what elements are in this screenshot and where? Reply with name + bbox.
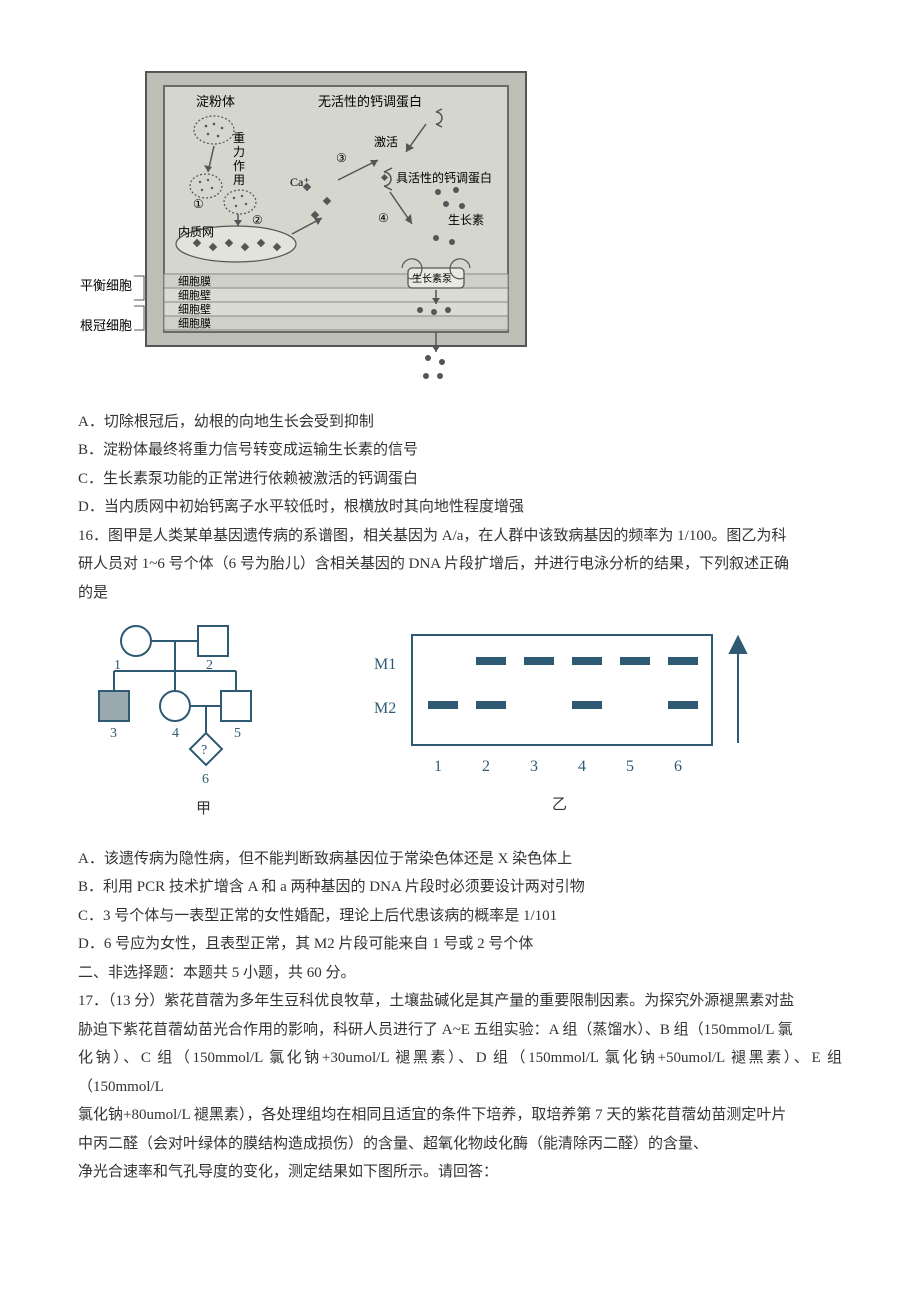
q16-option-b: B．利用 PCR 技术扩增含 A 和 a 两种基因的 DNA 片段时必须要设计两…	[78, 873, 842, 902]
ped-5: 5	[234, 726, 241, 741]
q17-l2: 胁迫下紫花苜蓿幼苗光合作用的影响，科研人员进行了 A~E 五组实验：A 组（蒸馏…	[78, 1016, 842, 1045]
q16-option-c: C．3 号个体与一表型正常的女性婚配，理论上后代患该病的概率是 1/101	[78, 902, 842, 931]
q16-options: A．该遗传病为隐性病，但不能判断致病基因位于常染色体还是 X 染色体上 B．利用…	[78, 845, 842, 959]
q16-option-d: D．6 号应为女性，且表型正常，其 M2 片段可能来自 1 号或 2 号个体	[78, 930, 842, 959]
pump-label: 生长素泵	[412, 272, 452, 285]
q15-option-c: C．生长素泵功能的正常进行依赖被激活的钙调蛋白	[78, 465, 842, 494]
lane-6: 6	[674, 758, 682, 775]
ped-3: 3	[110, 726, 117, 741]
root-cap-cell-label: 根冠细胞	[80, 318, 132, 333]
q15-option-b: B．淀粉体最终将重力信号转变成运输生长素的信号	[78, 436, 842, 465]
er-label: 内质网	[178, 225, 214, 239]
lane-3: 3	[530, 758, 538, 775]
q16-stem-l3: 的是	[78, 579, 842, 608]
starch-body-label: 淀粉体	[196, 94, 235, 109]
activate-label: 激活	[374, 135, 398, 149]
ca-label: Ca⁺	[290, 175, 310, 189]
q16-stem: 16．图甲是人类某单基因遗传病的系谱图，相关基因为 A/a，在人群中该致病基因的…	[78, 522, 842, 608]
membrane-label-1: 细胞膜	[178, 275, 211, 288]
gel-band	[668, 701, 698, 709]
lane-1: 1	[434, 758, 442, 775]
q16-figure: ? 1 2 3 4 5 6 甲 M1 M2	[78, 613, 842, 839]
ped-6: 6	[202, 772, 209, 787]
q17-l4: 氯化钠+80umol/L 褪黑素），各处理组均在相同且适宜的条件下培养，取培养第…	[78, 1101, 842, 1130]
wall-label-2: 细胞壁	[178, 302, 211, 316]
q15-option-a: A．切除根冠后，幼根的向地生长会受到抑制	[78, 408, 842, 437]
lane-4: 4	[578, 758, 586, 775]
pedigree-svg: ? 1 2 3 4 5 6 甲	[78, 613, 328, 828]
section-ii-line: 二、非选择题：本题共 5 小题，共 60 分。	[78, 959, 842, 988]
circled-1: ①	[193, 197, 204, 211]
membrane-label-2: 细胞膜	[178, 317, 211, 330]
q15-option-d: D．当内质网中初始钙离子水平较低时，根横放时其向地性程度增强	[78, 493, 842, 522]
q15-svg: 平衡细胞 根冠细胞 细胞膜 细胞壁 细胞壁 细胞膜 淀粉体 无活性的钙调蛋白 重…	[78, 64, 538, 389]
pedigree-caption: 甲	[196, 801, 211, 817]
gravity-label-l3: 作	[233, 159, 245, 173]
q16-stem-l1: 16．图甲是人类某单基因遗传病的系谱图，相关基因为 A/a，在人群中该致病基因的…	[78, 522, 842, 551]
active-cm-label: 具活性的钙调蛋白	[396, 170, 492, 185]
gel-band	[524, 657, 554, 665]
gel-band	[428, 701, 458, 709]
q15-options: A．切除根冠后，幼根的向地生长会受到抑制 B．淀粉体最终将重力信号转变成运输生长…	[78, 408, 842, 522]
gel-row-m2: M2	[374, 700, 396, 717]
auxin-label: 生长素	[448, 213, 484, 227]
gravity-label-l1: 重	[233, 131, 245, 145]
gel-band	[572, 657, 602, 665]
pedigree-panel: ? 1 2 3 4 5 6 甲	[78, 613, 328, 839]
ped-1: 1	[114, 658, 121, 673]
q17-l1: 17．（13 分）紫花苜蓿为多年生豆科优良牧草，土壤盐碱化是其产量的重要限制因素…	[78, 987, 842, 1016]
lane-5: 5	[626, 758, 634, 775]
gravity-label-l4: 用	[233, 173, 245, 187]
gel-band	[572, 701, 602, 709]
wall-label-1: 细胞壁	[178, 288, 211, 302]
q15-figure: 平衡细胞 根冠细胞 细胞膜 细胞壁 细胞壁 细胞膜 淀粉体 无活性的钙调蛋白 重…	[78, 64, 842, 400]
inactive-cm-label: 无活性的钙调蛋白	[318, 94, 422, 109]
ped-2: 2	[206, 658, 213, 673]
section-ii: 二、非选择题：本题共 5 小题，共 60 分。	[78, 959, 842, 988]
ped-4: 4	[172, 726, 179, 741]
gel-panel: M1 M2 1 2 3 4 5 6 乙	[352, 613, 772, 839]
q17-l5: 中丙二醛（会对叶绿体的膜结构造成损伤）的含量、超氧化物歧化酶（能清除丙二醛）的含…	[78, 1130, 842, 1159]
circled-4: ④	[378, 211, 389, 225]
fetus-q: ?	[201, 743, 207, 758]
q17-stem: 17．（13 分）紫花苜蓿为多年生豆科优良牧草，土壤盐碱化是其产量的重要限制因素…	[78, 987, 842, 1187]
gravity-label-l2: 力	[233, 145, 245, 159]
q16-stem-l2: 研人员对 1~6 号个体（6 号为胎儿）含相关基因的 DNA 片段扩增后，并进行…	[78, 550, 842, 579]
q17-l6: 净光合速率和气孔导度的变化，测定结果如下图所示。请回答：	[78, 1158, 842, 1187]
gel-band	[476, 657, 506, 665]
circled-3: ③	[336, 151, 347, 165]
gel-caption: 乙	[552, 797, 567, 813]
q16-option-a: A．该遗传病为隐性病，但不能判断致病基因位于常染色体还是 X 染色体上	[78, 845, 842, 874]
gel-band	[476, 701, 506, 709]
gel-band	[668, 657, 698, 665]
q17-l3: 化钠）、C 组（150mmol/L 氯化钠+30umol/L 褪黑素）、D 组（…	[78, 1044, 842, 1101]
gel-row-m1: M1	[374, 656, 396, 673]
circled-2: ②	[252, 213, 263, 227]
gel-band	[620, 657, 650, 665]
balance-cell-label: 平衡细胞	[80, 278, 132, 293]
gel-svg: M1 M2 1 2 3 4 5 6 乙	[352, 613, 772, 828]
lane-2: 2	[482, 758, 490, 775]
